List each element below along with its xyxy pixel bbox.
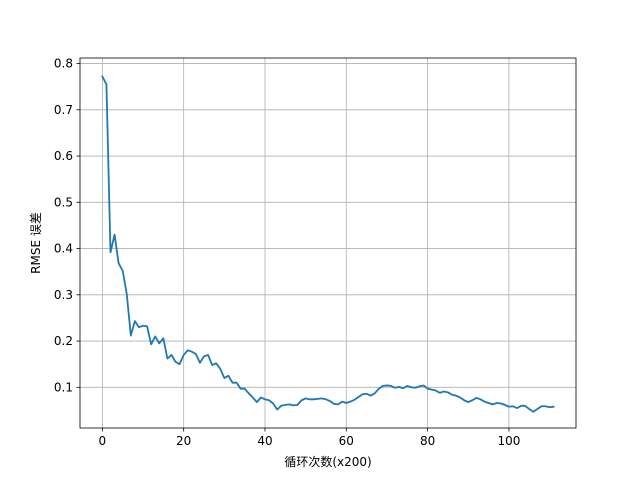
y-tick-label: 0.5 bbox=[54, 195, 73, 209]
x-tick-label: 0 bbox=[99, 434, 107, 448]
grid bbox=[80, 58, 576, 428]
series-layer bbox=[101, 75, 555, 413]
y-tick-label: 0.1 bbox=[54, 380, 73, 394]
y-tick-label: 0.6 bbox=[54, 149, 73, 163]
y-axis-label: RMSE 误差 bbox=[29, 212, 43, 274]
y-tick-label: 0.8 bbox=[54, 57, 73, 71]
x-tick-label: 60 bbox=[339, 434, 354, 448]
x-tick-label: 80 bbox=[420, 434, 435, 448]
y-tick-label: 0.4 bbox=[54, 242, 73, 256]
x-tick-label: 100 bbox=[497, 434, 520, 448]
y-tick-label: 0.3 bbox=[54, 288, 73, 302]
x-tick-label: 20 bbox=[176, 434, 191, 448]
ticks-layer: 0 20 40 60 80 100 0.1 0.2 0.3 0.4 0.5 0.6 0.7 0.8 bbox=[54, 57, 520, 448]
plot-frame bbox=[79, 57, 577, 429]
y-tick-label: 0.7 bbox=[54, 103, 73, 117]
x-axis-label: 循环次数(x200) bbox=[284, 454, 371, 469]
y-tick-label: 0.2 bbox=[54, 334, 73, 348]
series-line bbox=[101, 75, 555, 413]
x-tick-label: 40 bbox=[257, 434, 272, 448]
